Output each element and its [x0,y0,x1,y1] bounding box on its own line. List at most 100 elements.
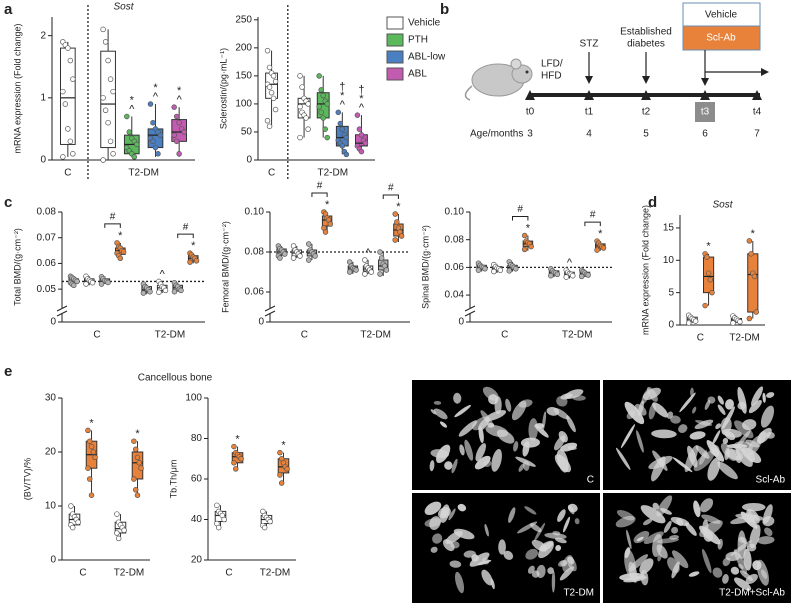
y-axis-label: mRNA expression (Fold change) [12,23,22,153]
timepoint-marker [584,90,594,100]
trabecula [679,392,696,413]
trabecula [624,547,631,559]
y-tick-label: 40 [191,514,203,525]
data-point [324,101,330,107]
trabecula [712,567,723,578]
box [747,253,759,313]
chart-title: Sost [712,200,733,211]
x-tick-label: T2-DM [128,168,159,179]
trabecula [670,415,681,424]
age-value: 3 [527,129,533,140]
trabecula [717,461,738,480]
significance-mark: * [118,230,123,242]
data-point [100,157,106,163]
data-point [343,134,350,141]
data-point [346,269,353,275]
data-point [173,113,180,120]
legend-label: ABL-low [408,52,446,63]
established-label: diabetes [627,39,665,50]
trabecula [615,515,636,528]
trabecula [670,516,690,526]
trabecula [628,554,648,572]
y-tick-label: 0.08 [245,247,265,258]
data-point [132,446,139,453]
y-tick-label: 60 [191,474,203,485]
data-point [528,243,534,250]
data-point [316,73,322,79]
bracket-label: # [388,183,394,194]
x-tick-label: T2-DM [155,330,186,341]
significance-mark: * [325,199,330,211]
data-point [737,319,743,325]
trabecula [765,431,775,439]
data-point [339,143,346,149]
timeline-diagram: LFD/ HFD STZ Established diabetes Vehicl… [464,2,769,140]
data-point [392,237,398,243]
trabecula [748,400,762,414]
trabecula [453,392,462,404]
trabecula [559,566,575,581]
data-point [305,101,311,107]
trabecula [717,538,723,550]
data-point [152,144,159,151]
data-point [318,87,324,93]
significance-mark: * [191,240,196,252]
data-point [299,84,305,90]
data-point [178,287,184,294]
data-point [266,64,273,71]
trabecula [762,392,766,403]
trabecula [505,398,512,412]
data-point [147,288,153,295]
trabecula [533,522,546,542]
trabecula [620,424,636,449]
timepoint-marker [641,90,651,100]
axis-break-gap [57,308,67,313]
trabecula [517,521,538,534]
data-point [377,249,383,255]
x-tick-label: C [225,568,232,579]
micro-ct-images: C Scl-Ab T2-DM T2-DM+Scl-Ab [412,380,791,603]
trabecula [430,409,437,415]
trabecula [700,498,714,513]
data-point [181,129,187,135]
data-point [272,78,279,85]
diet-label: HFD [541,71,562,82]
trabecula [639,558,654,574]
trabecula [485,424,509,437]
trabecula [429,516,441,530]
significance-mark: * [340,90,345,102]
y-tick-label: 0.06 [37,258,57,269]
y-tick-label: 0.04 [445,290,465,301]
trabecula [651,456,666,482]
x-tick-label: C [268,168,275,179]
timepoint-marker [752,90,762,100]
data-point [171,288,178,295]
trabecula [433,400,442,405]
arrow-head [642,76,650,84]
x-tick-label: T2-DM [114,568,145,579]
bracket-label: # [517,204,523,215]
data-point [134,492,141,498]
data-point [497,267,504,273]
trabecula [481,569,493,586]
data-point [578,273,585,280]
trabecula [749,524,761,549]
trabecula [717,395,724,405]
data-point [521,232,528,239]
trabecula [738,536,748,544]
data-point [685,320,692,326]
trabecula [636,536,644,542]
significance-mark: * [598,228,603,240]
data-point [71,282,77,289]
data-point [100,26,106,33]
stz-label: STZ [580,39,599,50]
y-tick-label: 0.06 [445,262,465,273]
data-point [353,267,359,273]
trabecula [558,430,568,443]
significance-mark: * [396,201,401,213]
significance-mark: ^ [365,247,371,259]
trabecula [572,395,586,401]
data-point [377,271,383,277]
trabecula [730,566,740,575]
data-point [231,460,237,466]
